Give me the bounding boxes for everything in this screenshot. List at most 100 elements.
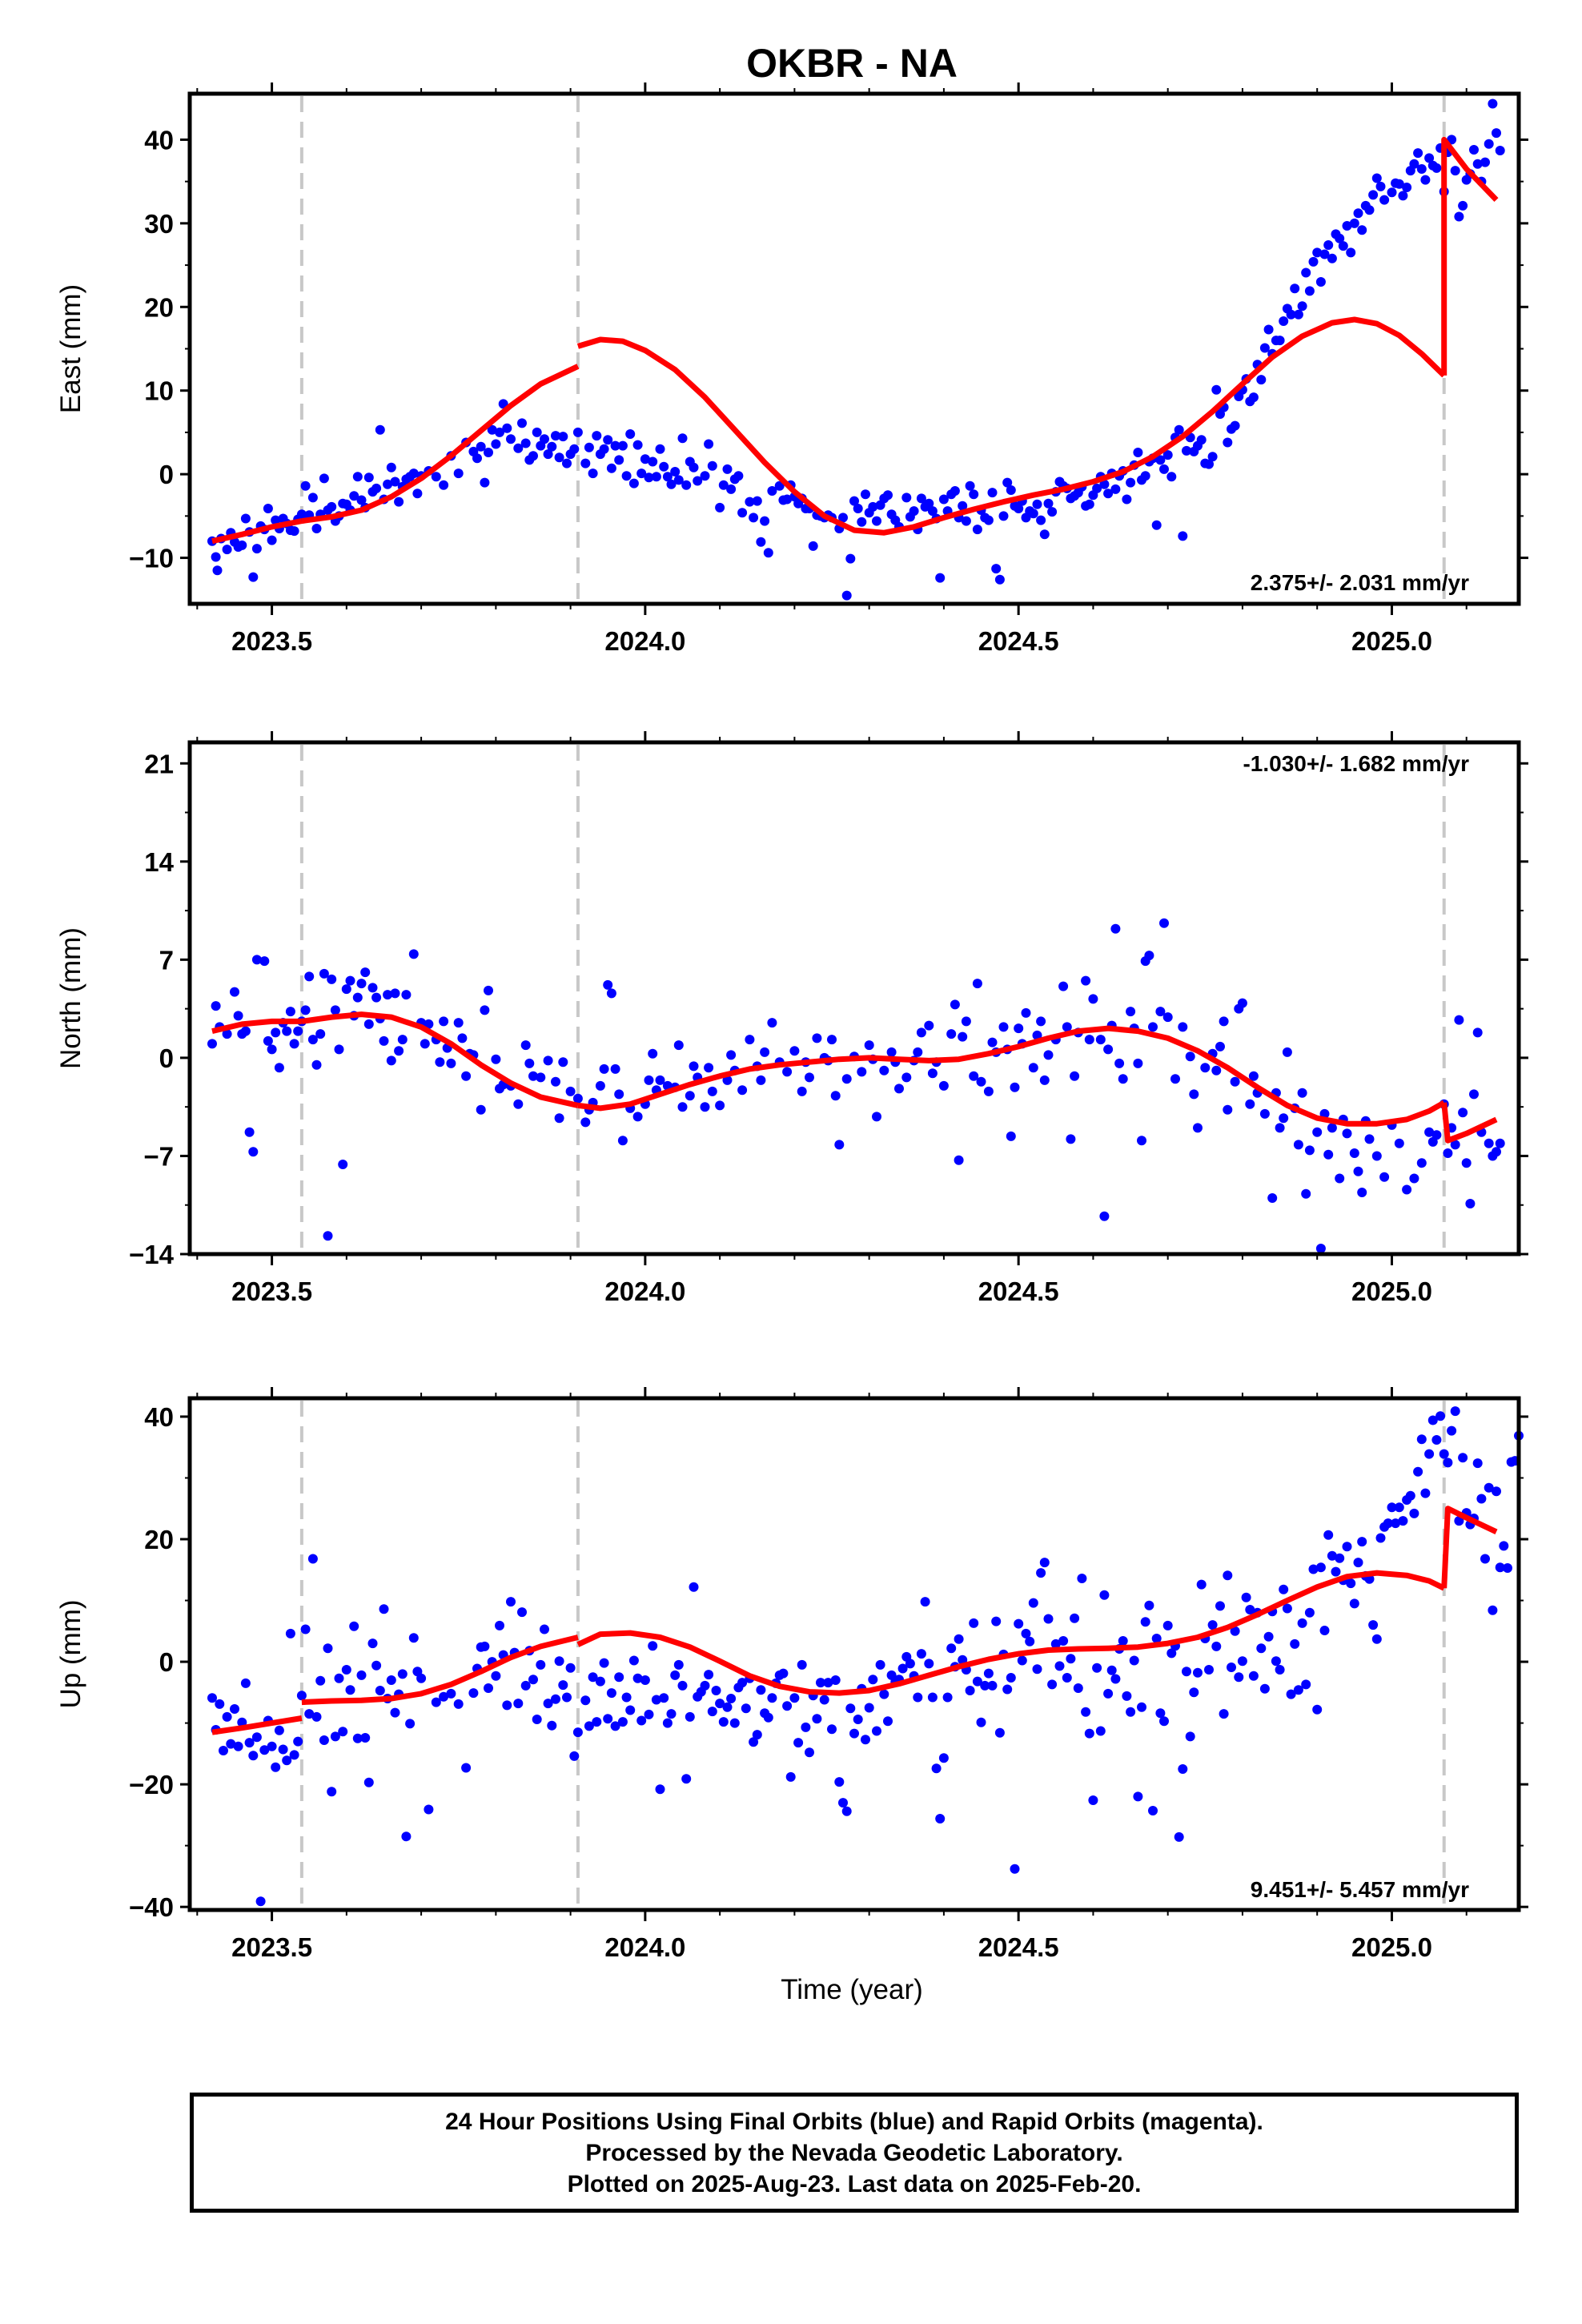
- data-point: [950, 999, 960, 1010]
- data-point: [954, 1634, 964, 1644]
- data-point: [599, 444, 609, 454]
- data-point: [916, 1649, 926, 1659]
- data-point: [1114, 1058, 1125, 1068]
- data-point: [1342, 221, 1352, 231]
- data-point: [905, 1659, 915, 1669]
- model-fit-line: [577, 1025, 1446, 1127]
- data-point: [625, 1705, 636, 1715]
- data-point: [1312, 1127, 1323, 1137]
- data-point: [349, 491, 359, 501]
- data-point: [1162, 1620, 1173, 1630]
- data-point: [1335, 233, 1345, 243]
- data-point: [356, 1670, 367, 1680]
- y-axis-label: East (mm): [55, 284, 86, 413]
- data-point: [334, 1044, 344, 1055]
- data-point: [558, 1057, 568, 1068]
- data-point: [599, 1658, 609, 1668]
- data-point: [1178, 1764, 1188, 1774]
- data-point: [729, 1718, 740, 1728]
- data-point: [543, 1699, 553, 1709]
- data-point: [1293, 1140, 1303, 1150]
- data-point: [274, 1063, 284, 1073]
- data-point: [584, 1721, 594, 1731]
- data-point: [749, 513, 759, 523]
- data-point: [924, 498, 934, 509]
- data-point: [484, 1683, 493, 1693]
- data-point: [785, 1771, 796, 1782]
- data-point: [480, 477, 490, 488]
- data-point: [700, 1102, 710, 1112]
- data-point: [700, 1680, 710, 1691]
- data-point: [375, 1686, 385, 1695]
- data-point: [1447, 1425, 1457, 1436]
- data-point: [1248, 1071, 1259, 1081]
- data-point: [834, 1140, 845, 1150]
- data-point: [644, 1709, 654, 1719]
- data-point: [1043, 498, 1054, 509]
- data-point: [580, 458, 591, 468]
- x-tick-label: 2025.0: [1351, 1277, 1432, 1306]
- data-point: [480, 1641, 490, 1651]
- data-point: [689, 1061, 699, 1072]
- data-point: [461, 1071, 472, 1081]
- data-point: [296, 1691, 307, 1701]
- data-point: [707, 460, 717, 471]
- data-point: [872, 1112, 881, 1122]
- data-point: [1308, 256, 1319, 267]
- data-point: [704, 1063, 714, 1073]
- data-point: [1144, 1600, 1154, 1610]
- data-point: [823, 1678, 833, 1688]
- data-point: [1014, 1023, 1024, 1034]
- data-point: [1472, 159, 1483, 169]
- data-point: [1099, 1211, 1110, 1221]
- data-point: [632, 440, 643, 450]
- data-point: [1375, 181, 1386, 191]
- data-point: [379, 1035, 389, 1046]
- data-point: [517, 418, 527, 428]
- data-point: [935, 573, 946, 583]
- data-point: [240, 1026, 251, 1036]
- data-point: [215, 1699, 225, 1709]
- data-point: [219, 1746, 228, 1755]
- data-point: [617, 1136, 628, 1146]
- data-point: [1178, 531, 1188, 541]
- data-point: [1439, 1449, 1449, 1459]
- data-point: [670, 467, 681, 476]
- data-point: [651, 472, 661, 482]
- data-point: [558, 432, 568, 442]
- data-point: [603, 435, 613, 445]
- data-point: [782, 1067, 793, 1077]
- data-point: [251, 544, 262, 554]
- data-point: [330, 1005, 340, 1015]
- footer-box: 24 Hour Positions Using Final Orbits (bl…: [190, 2093, 1519, 2213]
- data-point: [711, 1686, 721, 1695]
- data-point: [1070, 1613, 1080, 1623]
- data-point: [961, 516, 971, 526]
- data-point: [1032, 499, 1042, 509]
- data-point: [980, 1680, 990, 1691]
- data-point: [528, 451, 538, 461]
- data-point: [401, 990, 412, 1000]
- data-point: [1450, 1406, 1460, 1417]
- data-point: [304, 971, 315, 982]
- data-point: [827, 1724, 837, 1735]
- data-point: [756, 537, 766, 547]
- data-point: [1454, 1015, 1464, 1025]
- data-point: [610, 440, 620, 451]
- data-point: [1275, 1123, 1285, 1133]
- data-point: [737, 1678, 748, 1688]
- data-point: [1122, 494, 1132, 505]
- data-point: [1215, 1041, 1225, 1051]
- model-fit-line: [1441, 136, 1499, 376]
- data-point: [1182, 445, 1191, 456]
- data-point: [1304, 286, 1315, 296]
- data-point: [230, 1704, 239, 1714]
- data-point: [226, 1739, 236, 1749]
- y-tick-label: 0: [159, 1043, 174, 1073]
- data-point: [480, 1005, 490, 1015]
- data-point: [1103, 1044, 1114, 1055]
- data-point: [789, 1693, 800, 1703]
- model-fit-line: [211, 1715, 303, 1735]
- data-point: [628, 1655, 639, 1666]
